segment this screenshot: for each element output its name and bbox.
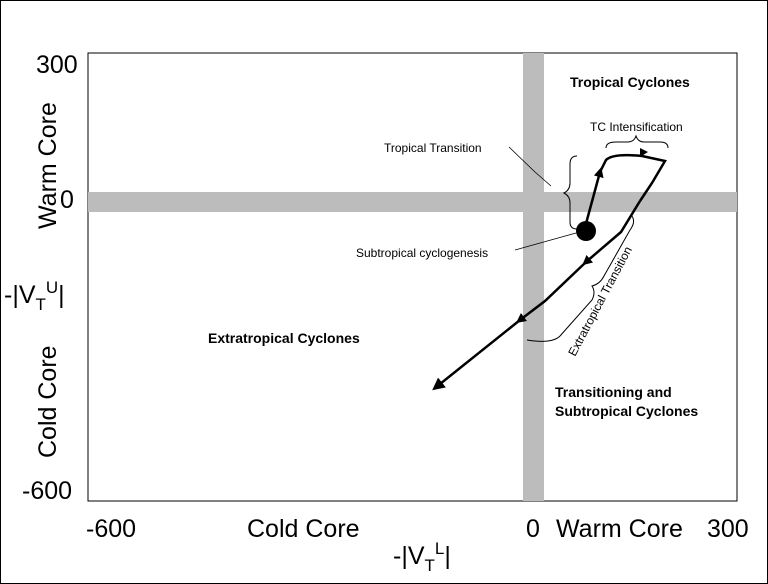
region-transitioning-line2: Subtropical Cyclones bbox=[555, 403, 698, 419]
tropical-transition-leader bbox=[508, 146, 552, 187]
subtropical-cyclogenesis-dot bbox=[576, 221, 596, 241]
x-warm-core-label: Warm Core bbox=[556, 515, 683, 543]
x-tick-zero: 0 bbox=[526, 515, 540, 543]
x-tick-min: -600 bbox=[86, 515, 136, 543]
region-extratropical-cyclones: Extratropical Cyclones bbox=[208, 330, 360, 346]
tc-intensification-arrowhead bbox=[640, 148, 648, 157]
plot-area bbox=[87, 52, 738, 502]
x-axis-title: -|VTL| bbox=[393, 539, 451, 575]
y-tick-min: -600 bbox=[22, 477, 72, 505]
tc-intensification-brace bbox=[605, 134, 669, 149]
cyclone-track-tail bbox=[432, 319, 521, 391]
tropical-transition-label: Tropical Transition bbox=[384, 141, 482, 155]
region-transitioning-line1: Transitioning and bbox=[555, 384, 672, 400]
subtropical-cyclogenesis-leader bbox=[514, 232, 577, 251]
horizontal-zero-band bbox=[88, 192, 737, 212]
y-tick-max: 300 bbox=[36, 51, 78, 79]
cyclone-track-loop bbox=[598, 153, 667, 202]
y-cold-core-label: Cold Core bbox=[34, 345, 62, 458]
y-axis-title: -|VTU| bbox=[4, 278, 65, 314]
subtropical-cyclogenesis-label: Subtropical cyclogenesis bbox=[356, 246, 488, 260]
tropical-transition-brace bbox=[562, 155, 578, 230]
cyclone-track-down bbox=[582, 200, 642, 266]
extratropical-transition-label: Extratropical Transition bbox=[565, 244, 635, 358]
x-cold-core-label: Cold Core bbox=[247, 515, 360, 543]
tc-intensification-label: TC Intensification bbox=[590, 120, 683, 134]
x-tick-max: 300 bbox=[707, 515, 749, 543]
vertical-zero-band bbox=[523, 53, 544, 501]
y-tick-zero: 0 bbox=[60, 186, 74, 214]
cyclone-track-extratropical bbox=[516, 261, 587, 324]
region-tropical-cyclones: Tropical Cyclones bbox=[570, 74, 690, 90]
extratropical-transition-brace bbox=[526, 215, 635, 342]
y-warm-core-label: Warm Core bbox=[34, 102, 62, 229]
